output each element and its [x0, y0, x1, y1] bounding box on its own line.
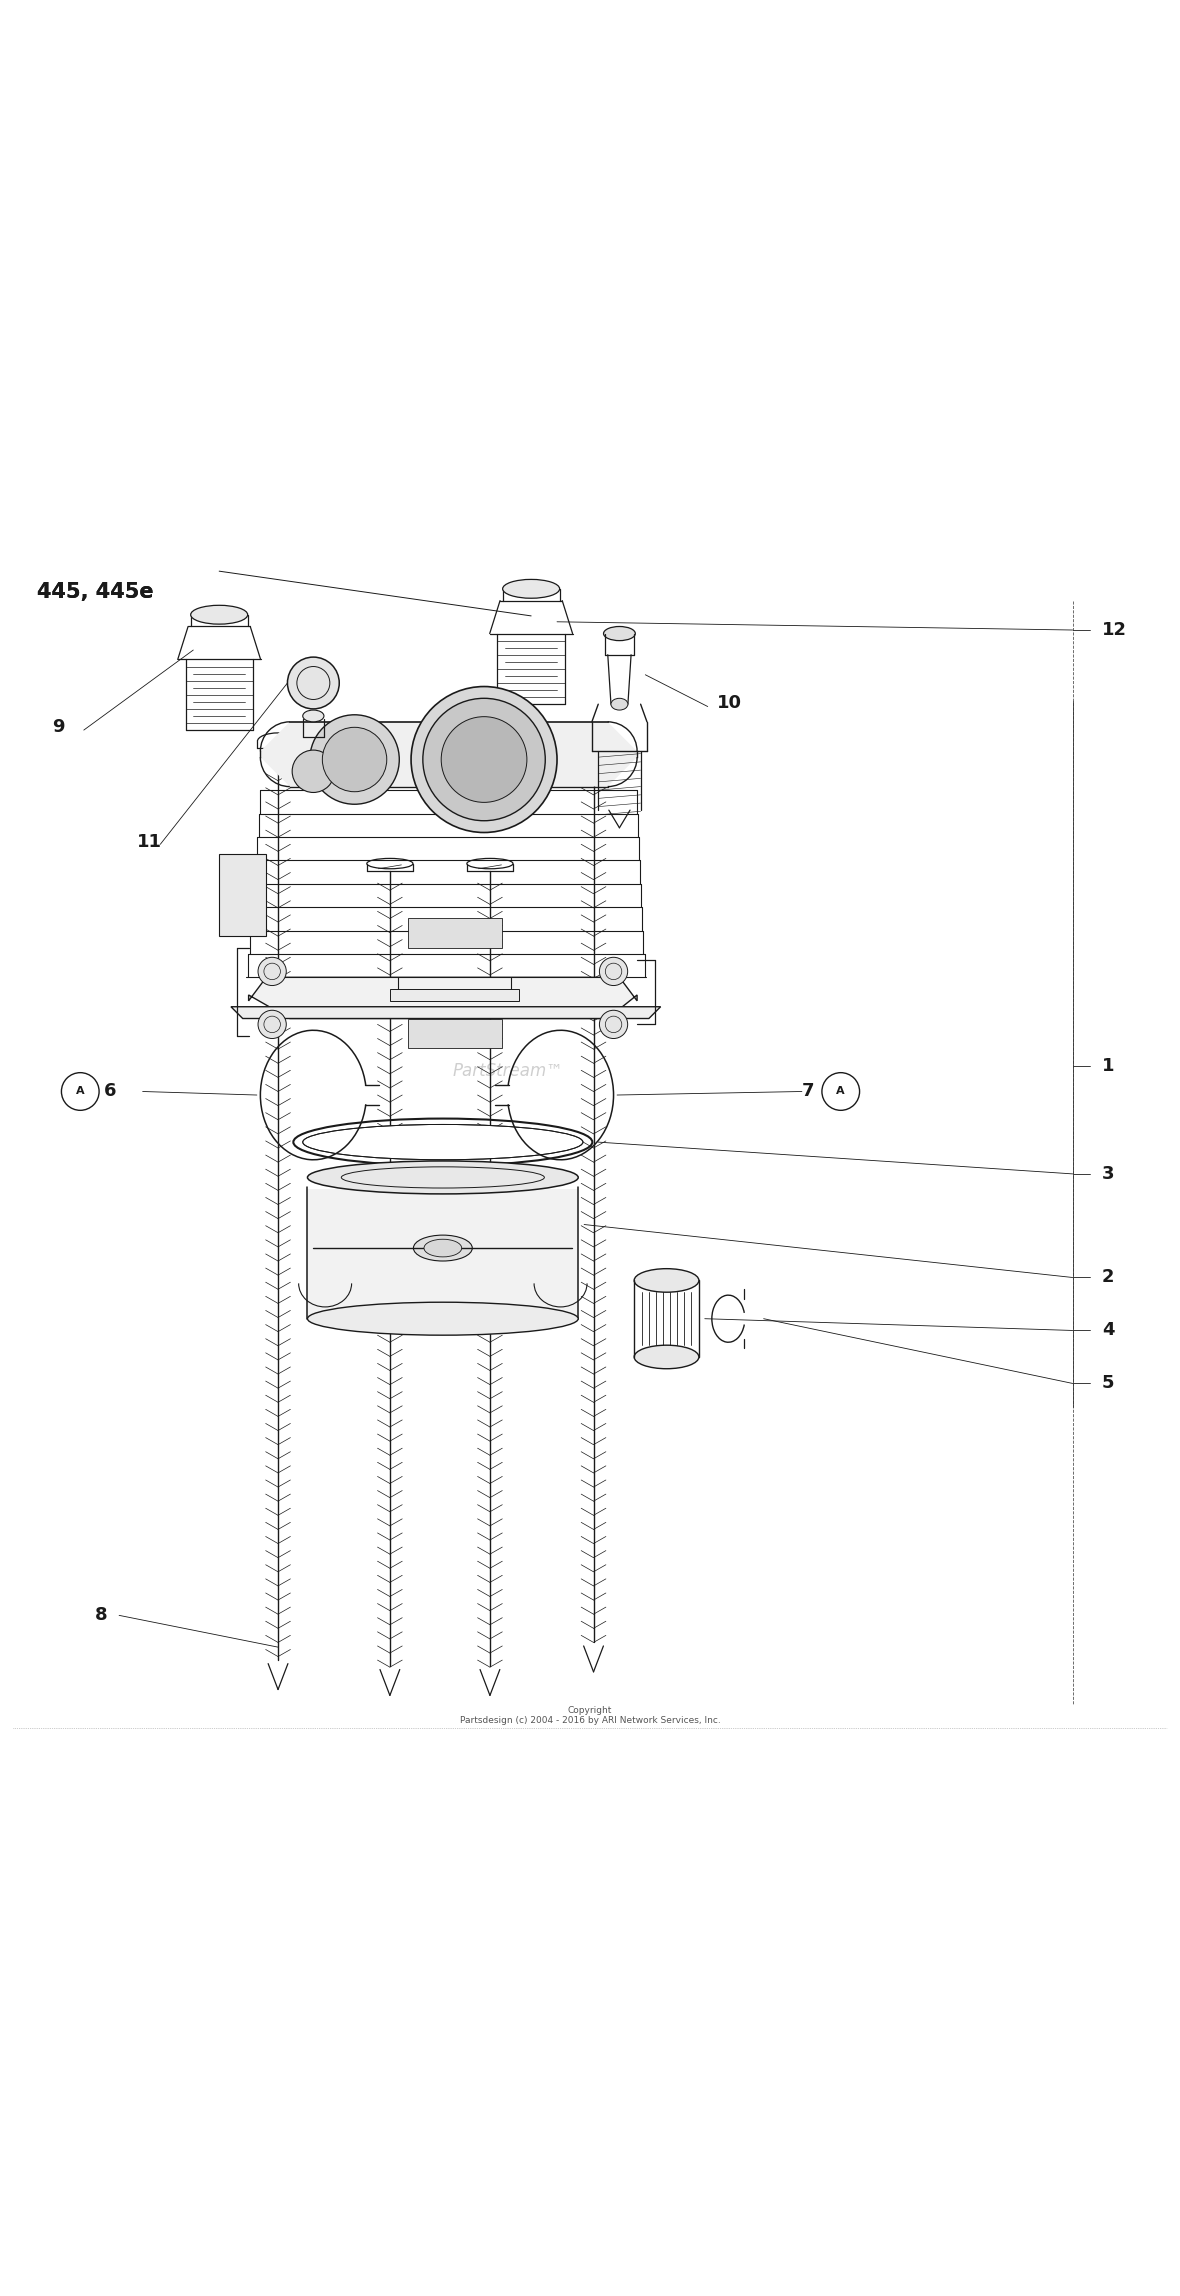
- Ellipse shape: [634, 1270, 699, 1293]
- Text: 445, 445e: 445, 445e: [37, 583, 153, 602]
- Text: A: A: [76, 1086, 85, 1097]
- Polygon shape: [261, 721, 637, 788]
- Ellipse shape: [303, 709, 324, 721]
- Text: 3: 3: [1102, 1164, 1115, 1182]
- Ellipse shape: [503, 579, 559, 599]
- Text: 1: 1: [1102, 1056, 1115, 1075]
- Ellipse shape: [191, 606, 248, 625]
- Ellipse shape: [308, 1302, 578, 1336]
- Text: Copyright
Partsdesign (c) 2004 - 2016 by ARI Network Services, Inc.: Copyright Partsdesign (c) 2004 - 2016 by…: [460, 1706, 720, 1724]
- Circle shape: [422, 698, 545, 820]
- Text: 2: 2: [1102, 1267, 1115, 1286]
- Polygon shape: [231, 1006, 661, 1019]
- Text: A: A: [837, 1086, 845, 1097]
- Circle shape: [293, 751, 335, 792]
- Circle shape: [411, 687, 557, 833]
- Text: 9: 9: [52, 719, 64, 735]
- Ellipse shape: [424, 1240, 461, 1256]
- Bar: [389, 990, 519, 1001]
- Circle shape: [322, 728, 387, 792]
- Ellipse shape: [611, 698, 628, 709]
- Polygon shape: [249, 978, 637, 1019]
- Text: 7: 7: [802, 1081, 814, 1100]
- Text: 8: 8: [96, 1607, 107, 1623]
- Bar: [407, 918, 502, 948]
- Ellipse shape: [603, 627, 635, 641]
- Text: PartStream™: PartStream™: [452, 1063, 563, 1081]
- Ellipse shape: [634, 1345, 699, 1368]
- Text: 10: 10: [717, 693, 742, 712]
- Ellipse shape: [308, 1162, 578, 1194]
- Text: 12: 12: [1102, 620, 1127, 638]
- Ellipse shape: [413, 1235, 472, 1261]
- Text: 5: 5: [1102, 1375, 1115, 1391]
- Circle shape: [441, 716, 527, 801]
- Circle shape: [599, 957, 628, 985]
- Circle shape: [258, 957, 287, 985]
- Text: 445, 445e: 445, 445e: [37, 583, 153, 602]
- Text: 11: 11: [137, 833, 162, 852]
- Polygon shape: [308, 1189, 578, 1318]
- Ellipse shape: [303, 1125, 583, 1159]
- Bar: [219, 854, 267, 937]
- Text: 6: 6: [104, 1081, 117, 1100]
- Circle shape: [310, 714, 399, 804]
- Bar: [407, 1019, 502, 1047]
- Circle shape: [599, 1010, 628, 1038]
- Circle shape: [288, 657, 340, 709]
- Circle shape: [258, 1010, 287, 1038]
- Text: 4: 4: [1102, 1322, 1115, 1339]
